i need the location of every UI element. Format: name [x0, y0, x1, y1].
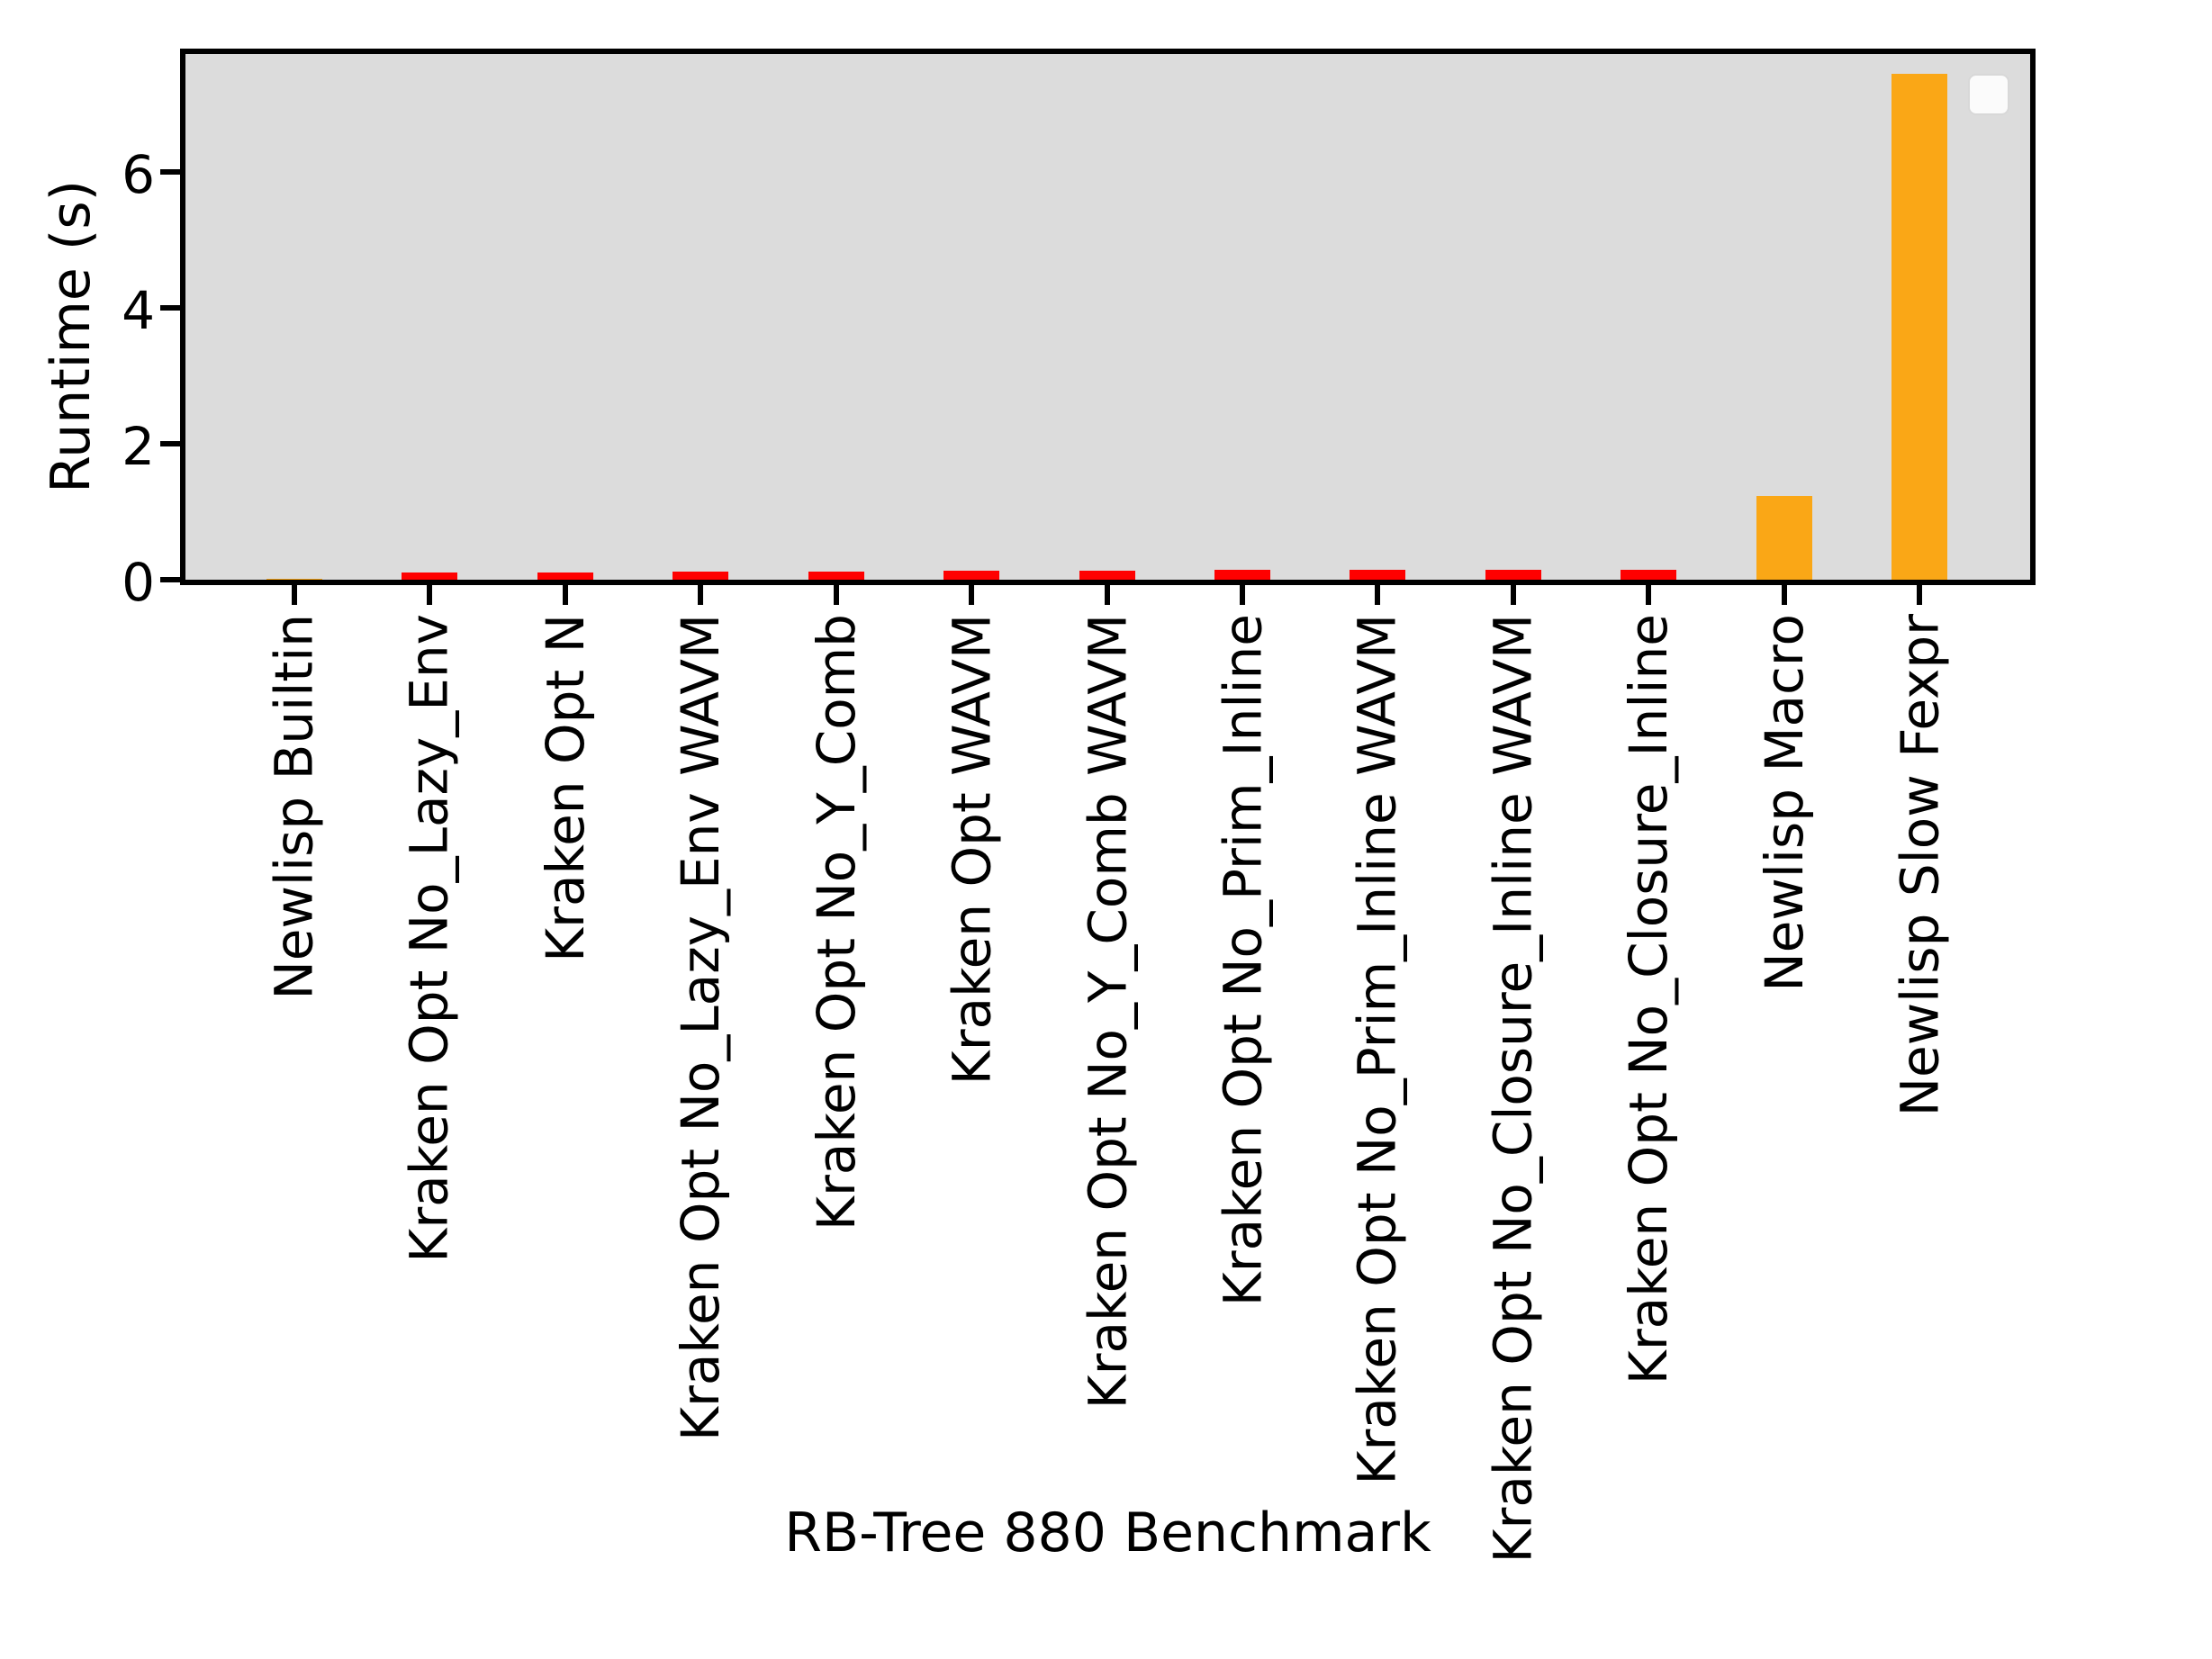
bar-kraken-opt-no-prim-inline-wavm	[1350, 570, 1405, 580]
plot-area	[180, 49, 2036, 585]
x-tick-kraken-opt-no-y-comb-wavm	[1105, 585, 1110, 605]
x-tick-label-kraken-opt-no-y-comb: Kraken Opt No_Y_Comb	[806, 614, 867, 1231]
x-tick-label-newlisp-slow-fexpr: Newlisp Slow Fexpr	[1889, 614, 1950, 1117]
x-tick-label-kraken-opt-no-prim-inline-wavm: Kraken Opt No_Prim_Inline WAVM	[1347, 614, 1408, 1485]
bar-kraken-opt-wavm	[943, 571, 999, 580]
x-tick-kraken-opt-no-lazy-env-wavm	[698, 585, 703, 605]
x-tick-label-kraken-opt-n: Kraken Opt N	[535, 614, 596, 962]
x-tick-newlisp-builtin	[292, 585, 297, 605]
bar-newlisp-builtin	[266, 579, 322, 580]
x-tick-kraken-opt-no-lazy-env	[427, 585, 432, 605]
bar-kraken-opt-no-closure-inline-wavm	[1485, 570, 1541, 580]
x-tick-kraken-opt-no-closure-inline-wavm	[1511, 585, 1516, 605]
x-tick-newlisp-slow-fexpr	[1917, 585, 1922, 605]
bar-kraken-opt-no-lazy-env-wavm	[673, 572, 728, 580]
bar-newlisp-slow-fexpr	[1891, 74, 1947, 580]
y-tick-6	[160, 169, 180, 175]
x-tick-label-newlisp-builtin: Newlisp Builtin	[264, 614, 325, 1000]
bar-kraken-opt-no-y-comb	[808, 572, 864, 580]
x-axis-label: RB-Tree 880 Benchmark	[784, 1501, 1431, 1564]
bar-kraken-opt-no-closure-inline	[1621, 570, 1676, 580]
bar-kraken-opt-no-lazy-env	[402, 573, 457, 580]
bars-layer	[185, 54, 2030, 580]
y-tick-label-2: 2	[122, 416, 155, 477]
legend-box	[1968, 74, 2009, 115]
y-tick-2	[160, 441, 180, 446]
x-tick-label-kraken-opt-no-closure-inline: Kraken Opt No_Closure_Inline	[1618, 614, 1679, 1385]
bar-kraken-opt-no-prim-inline	[1214, 570, 1270, 580]
bar-newlisp-macro	[1756, 496, 1812, 580]
y-tick-0	[160, 577, 180, 582]
x-tick-label-kraken-opt-no-y-comb-wavm: Kraken Opt No_Y_Comb WAVM	[1077, 614, 1138, 1410]
x-tick-kraken-opt-no-prim-inline-wavm	[1375, 585, 1380, 605]
x-tick-label-kraken-opt-no-prim-inline: Kraken Opt No_Prim_Inline	[1212, 614, 1273, 1307]
y-axis-label: Runtime (s)	[40, 180, 103, 493]
x-tick-newlisp-macro	[1782, 585, 1787, 605]
x-tick-label-kraken-opt-no-lazy-env-wavm: Kraken Opt No_Lazy_Env WAVM	[670, 614, 731, 1441]
x-tick-kraken-opt-n	[563, 585, 568, 605]
y-tick-label-6: 6	[122, 144, 155, 205]
y-tick-label-4: 4	[122, 280, 155, 341]
y-tick-label-0: 0	[122, 552, 155, 613]
x-tick-label-newlisp-macro: Newlisp Macro	[1754, 614, 1815, 992]
bar-kraken-opt-n	[537, 573, 593, 580]
x-tick-label-kraken-opt-no-closure-inline-wavm: Kraken Opt No_Closure_Inline WAVM	[1483, 614, 1544, 1564]
x-tick-kraken-opt-no-y-comb	[834, 585, 839, 605]
x-tick-label-kraken-opt-wavm: Kraken Opt WAVM	[941, 614, 1002, 1086]
x-tick-kraken-opt-no-closure-inline	[1646, 585, 1651, 605]
x-tick-kraken-opt-no-prim-inline	[1240, 585, 1245, 605]
x-tick-label-kraken-opt-no-lazy-env: Kraken Opt No_Lazy_Env	[399, 614, 460, 1263]
x-tick-kraken-opt-wavm	[969, 585, 974, 605]
bar-kraken-opt-no-y-comb-wavm	[1079, 571, 1135, 580]
y-tick-4	[160, 305, 180, 311]
